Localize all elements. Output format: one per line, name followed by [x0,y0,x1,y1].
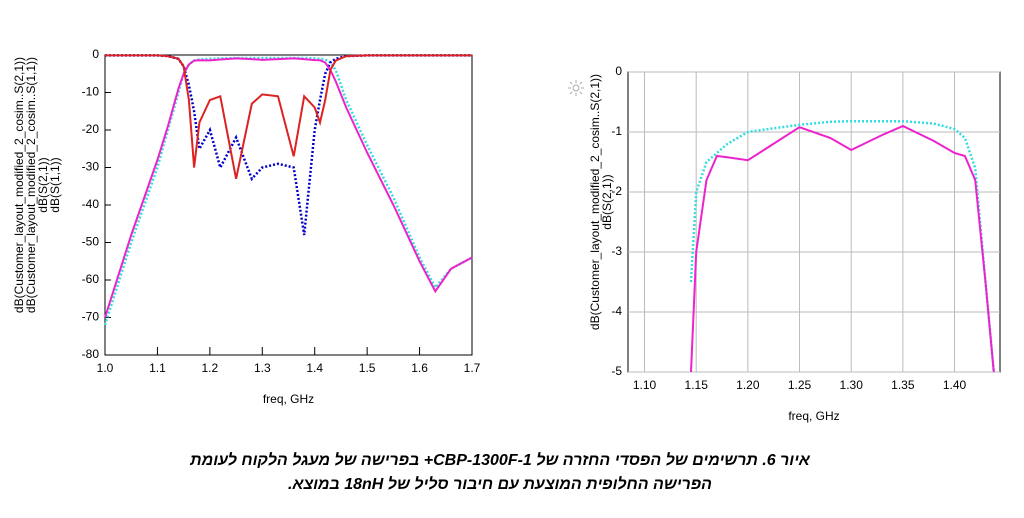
y-tick-label: -10 [82,85,100,99]
y-tick-label: -80 [82,347,100,361]
legend-label: dB(Customer_layout_modified_2_cosim..S(2… [12,57,26,313]
y-tick-label: 0 [615,64,622,78]
x-tick-label: 1.15 [685,378,709,392]
series-line [690,124,995,373]
x-tick-label: 1.2 [202,361,219,375]
x-tick-label: 1.1 [149,361,166,375]
x-axis-title: freq, GHz [263,392,314,406]
series-line [105,54,472,236]
y-tick-label: -40 [82,197,100,211]
y-tick-label: -2 [611,184,622,198]
y-tick-label: -50 [82,235,100,249]
y-tick-label: -60 [82,272,100,286]
x-tick-label: 1.40 [943,378,967,392]
x-axis-title: freq, GHz [788,409,839,423]
x-tick-label: 1.10 [633,378,657,392]
x-tick-label: 1.5 [359,361,376,375]
legend-label: dB(S(1,1)) [48,157,62,212]
x-tick-label: 1.20 [736,378,760,392]
caption-line: איור 6. תרשימים של הפסדי החזרה של CBP-13… [190,452,810,469]
y-tick-label: 0 [92,47,99,61]
y-tick-label: -1 [611,124,622,138]
legend-label: dB(Customer_layout_modified_2_cosim..S(1… [24,57,38,313]
series-line [103,56,473,326]
series-line [689,119,996,373]
caption-line: הפרישה החלופית המוצעת עם חיבור סליל של 1… [288,476,712,493]
plot-area [627,71,1001,373]
x-tick-label: 1.7 [464,361,481,375]
legend-label: dB(S(2,1)) [36,157,50,212]
y-tick-label: -30 [82,160,100,174]
y-tick-label: -20 [82,122,100,136]
series-line [104,57,473,318]
y-tick-label: -70 [82,310,100,324]
y-tick-label: -3 [611,244,622,258]
charts: 0-10-20-30-40-50-60-70-801.0 1.1 1.2 1.3 1.4… [12,47,1001,423]
x-tick-label: 1.25 [788,378,812,392]
x-tick-label: 1.0 [97,361,114,375]
x-tick-label: 1.30 [840,378,864,392]
sun-icon [568,80,584,96]
y-tick-label: -5 [611,364,622,378]
x-tick-label: 1.4 [306,361,323,375]
series-line [105,54,472,180]
legend-label: dB(S(2,1)) [600,174,614,229]
x-tick-label: 1.6 [411,361,428,375]
x-tick-label: 1.3 [254,361,271,375]
y-tick-label: -4 [611,304,622,318]
x-tick-label: 1.35 [891,378,915,392]
legend-label: dB(Customer_layout_modified_2_cosim..S(2… [588,74,602,330]
plot-area [104,54,473,356]
